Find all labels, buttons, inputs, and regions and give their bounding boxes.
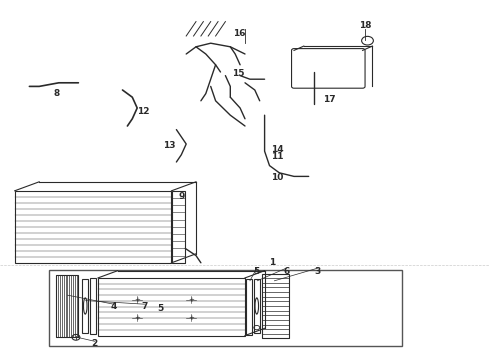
Text: 17: 17 bbox=[323, 95, 336, 104]
Text: 14: 14 bbox=[270, 145, 283, 154]
Text: 5: 5 bbox=[158, 304, 164, 313]
Text: 7: 7 bbox=[141, 302, 148, 311]
Text: 2: 2 bbox=[92, 339, 98, 348]
Bar bbox=[254, 279, 260, 333]
Text: 13: 13 bbox=[163, 141, 175, 150]
Bar bbox=[90, 278, 96, 334]
Text: 15: 15 bbox=[232, 69, 245, 78]
Bar bbox=[262, 274, 289, 338]
Text: 10: 10 bbox=[270, 173, 283, 182]
Bar bbox=[49, 270, 402, 346]
Text: 5: 5 bbox=[254, 266, 260, 276]
Bar bbox=[246, 279, 252, 335]
Text: 11: 11 bbox=[270, 152, 283, 161]
Text: +: + bbox=[188, 297, 194, 302]
Text: 4: 4 bbox=[110, 302, 117, 311]
Text: 12: 12 bbox=[137, 107, 150, 116]
Text: 3: 3 bbox=[315, 266, 320, 276]
Bar bbox=[172, 191, 185, 263]
Bar bbox=[82, 279, 88, 333]
Text: 8: 8 bbox=[53, 89, 59, 98]
Bar bbox=[56, 275, 78, 337]
Bar bbox=[98, 278, 245, 336]
Text: 18: 18 bbox=[359, 21, 371, 30]
Text: +: + bbox=[134, 315, 140, 320]
Text: 1: 1 bbox=[269, 258, 275, 266]
Bar bbox=[15, 191, 171, 263]
Text: 16: 16 bbox=[233, 29, 245, 38]
Text: +: + bbox=[134, 297, 140, 302]
Text: +: + bbox=[188, 315, 194, 320]
Text: 6: 6 bbox=[283, 266, 289, 276]
Text: 9: 9 bbox=[178, 192, 185, 201]
